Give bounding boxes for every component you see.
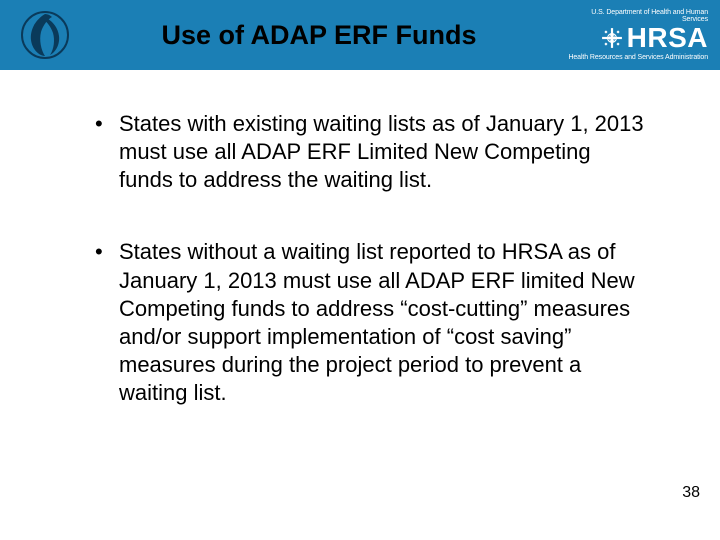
list-item: • States without a waiting list reported… xyxy=(95,238,650,407)
slide-title: Use of ADAP ERF Funds xyxy=(70,20,568,51)
list-item: • States with existing waiting lists as … xyxy=(95,110,650,194)
hrsa-logo-block: U.S. Department of Health and Human Serv… xyxy=(568,9,708,61)
hrsa-bottom-line: Health Resources and Services Administra… xyxy=(568,54,708,61)
content-area: • States with existing waiting lists as … xyxy=(95,110,650,451)
hrsa-wordmark: HRSA xyxy=(627,24,708,52)
hrsa-mid: HRSA xyxy=(568,24,708,52)
bullet-text: States with existing waiting lists as of… xyxy=(119,110,650,194)
hhs-logo-icon xyxy=(20,10,70,60)
bullet-marker-icon: • xyxy=(95,110,119,138)
hrsa-top-line: U.S. Department of Health and Human Serv… xyxy=(568,9,708,23)
bullet-marker-icon: • xyxy=(95,238,119,266)
slide: Use of ADAP ERF Funds U.S. Department of… xyxy=(0,0,720,540)
header-bar: Use of ADAP ERF Funds U.S. Department of… xyxy=(0,0,720,70)
hrsa-globe-icon xyxy=(601,27,623,49)
page-number: 38 xyxy=(682,484,700,502)
bullet-text: States without a waiting list reported t… xyxy=(119,238,650,407)
